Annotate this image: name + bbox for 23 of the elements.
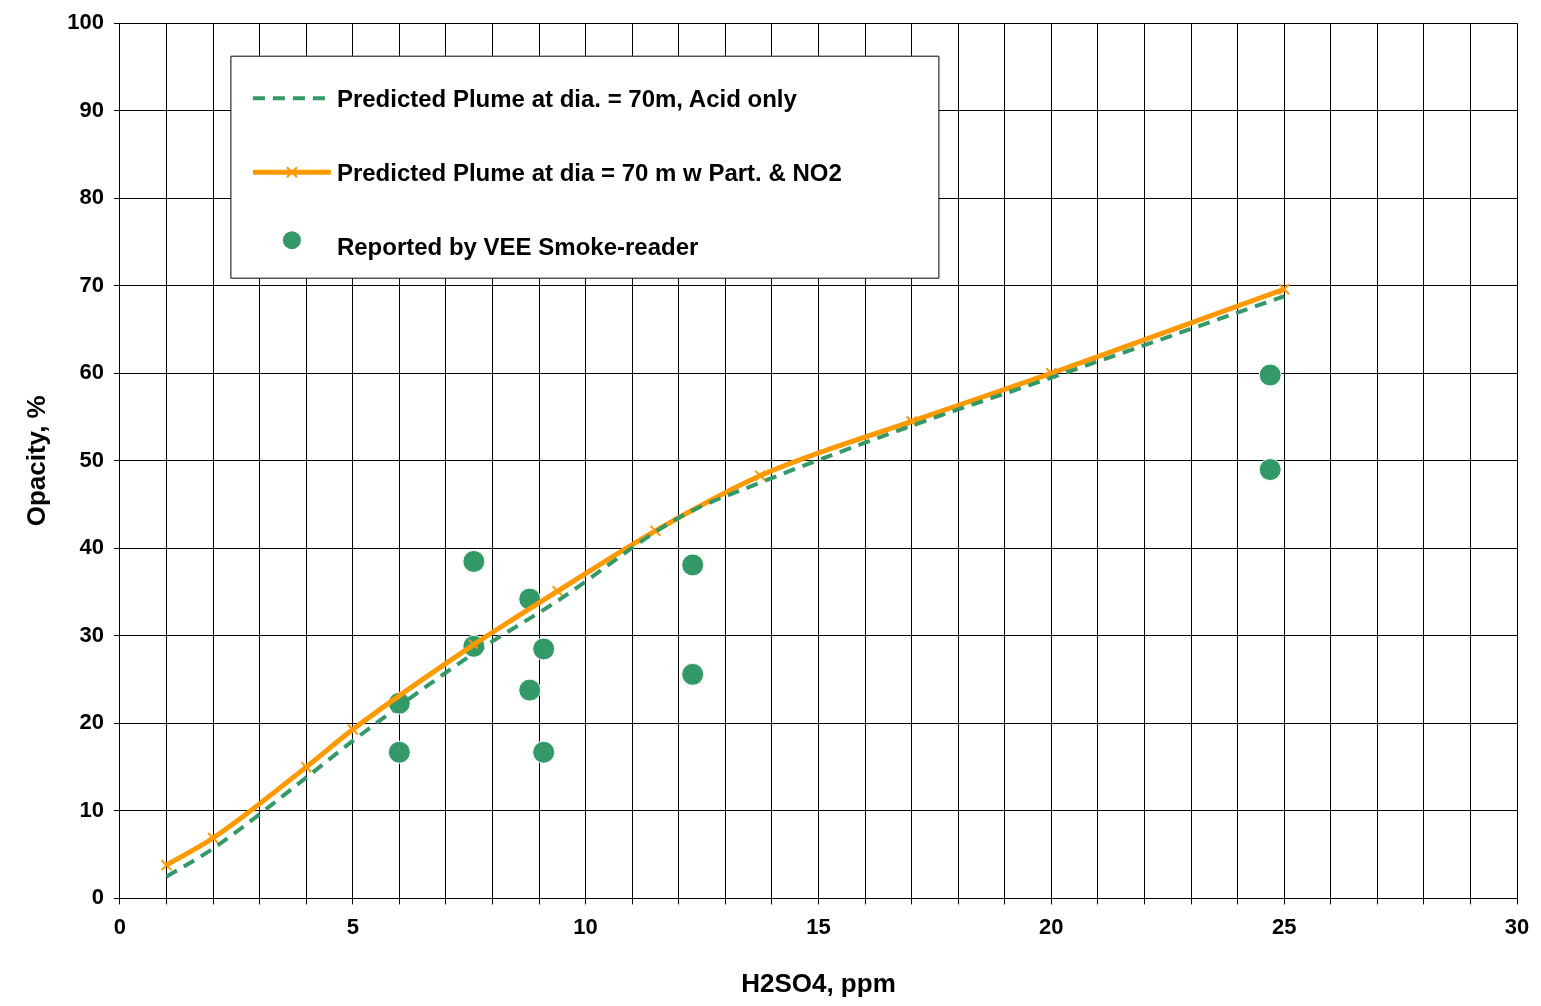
y-tick-label: 10 bbox=[79, 796, 104, 822]
legend-label: Reported by VEE Smoke-reader bbox=[336, 232, 699, 260]
y-tick-label: 70 bbox=[79, 271, 104, 297]
legend-label: Predicted Plume at dia = 70 m w Part. & NO2 bbox=[336, 158, 842, 186]
y-tick-label: 40 bbox=[79, 534, 104, 560]
y-axis-title: Opacity, % bbox=[20, 395, 51, 527]
y-tick-label: 50 bbox=[79, 446, 104, 472]
x-tick-label: 30 bbox=[1504, 913, 1530, 939]
x-tick-label: 0 bbox=[113, 913, 127, 939]
y-tick-label: 20 bbox=[79, 709, 104, 735]
y-tick-label: 100 bbox=[67, 9, 104, 35]
x-tick-label: 25 bbox=[1271, 913, 1297, 939]
x-tick-label: 5 bbox=[346, 913, 359, 939]
y-tick-label: 80 bbox=[79, 184, 104, 210]
y-tick-label: 30 bbox=[79, 621, 104, 647]
legend-label: Predicted Plume at dia. = 70m, Acid only bbox=[336, 84, 798, 112]
y-tick-label: 0 bbox=[91, 884, 104, 910]
y-tick-label: 60 bbox=[79, 359, 104, 385]
x-tick-label: 10 bbox=[573, 913, 598, 939]
x-tick-label: 15 bbox=[806, 913, 831, 939]
x-tick-label: 20 bbox=[1039, 913, 1064, 939]
x-axis-title: H2SO4, ppm bbox=[741, 967, 896, 998]
y-tick-label: 90 bbox=[79, 96, 104, 122]
